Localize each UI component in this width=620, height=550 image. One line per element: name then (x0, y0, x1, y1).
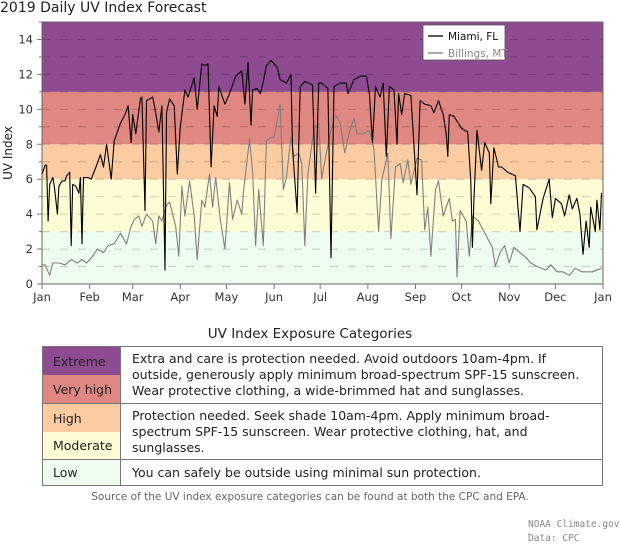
y-tick-label: 2 (26, 242, 33, 256)
table-row: High Moderate Protection needed. Seek sh… (43, 404, 602, 460)
exposure-categories-table: Extreme Very high Extra and care is prot… (42, 346, 603, 486)
y-tick-label: 8 (26, 137, 33, 151)
category-extreme: Extreme (43, 347, 121, 375)
band-low (42, 231, 603, 284)
y-tick-label: 0 (26, 277, 33, 291)
table-row: Extreme Very high Extra and care is prot… (43, 347, 602, 404)
category-label: Extreme (53, 353, 106, 369)
x-tick-label: Aug (357, 290, 379, 304)
category-description: You can safely be outside using minimal … (132, 464, 481, 480)
x-tick-label: Jan (32, 290, 51, 304)
x-tick-label: Sep (405, 290, 427, 304)
category-very-high: Very high (43, 375, 121, 403)
category-label: Very high (53, 381, 113, 397)
series-line-miami-fl (41, 59, 603, 271)
category-label: High (53, 410, 82, 426)
data-credit: Data: CPC (528, 533, 580, 544)
y-tick-label: 4 (26, 207, 33, 221)
plot-frame (41, 21, 604, 285)
x-tick-label: Oct (452, 290, 472, 304)
x-tick-label: Apr (170, 290, 190, 304)
band-moderate (42, 179, 603, 232)
x-tick-label: Mar (122, 290, 144, 304)
x-tick-label: Nov (498, 290, 521, 304)
x-tick-label: Jan (593, 290, 612, 304)
category-label: Low (53, 465, 78, 480)
legend-label: Miami, FL (448, 31, 498, 43)
chart-title: 2019 Daily UV Index Forecast (0, 0, 207, 16)
x-tick-label: Jun (264, 290, 283, 304)
source-note: Source of the UV index exposure categori… (91, 491, 529, 503)
x-tick-label: Jul (312, 290, 327, 304)
category-moderate: Moderate (43, 432, 121, 459)
category-low: Low (43, 460, 121, 485)
x-tick-label: Dec (544, 290, 566, 304)
table-caption: UV Index Exposure Categories (207, 326, 413, 342)
table-row: Low You can safely be outside using mini… (43, 460, 602, 485)
category-label: Moderate (53, 438, 113, 453)
y-tick-label: 12 (18, 67, 33, 81)
x-tick-label: Feb (79, 290, 99, 304)
y-tick-label: 14 (18, 32, 33, 46)
series-line-billings-mt (42, 103, 602, 278)
band-very-high (42, 91, 603, 145)
y-tick-label: 6 (26, 172, 33, 186)
credit-line: NOAA Climate.gov (528, 519, 620, 530)
uv-index-chart: 0 2 4 6 8 10 12 14 Jan Feb Mar Apr May Jun Jul Aug Sep Oc… (1, 21, 612, 304)
y-tick-label: 10 (18, 102, 33, 116)
category-description: Protection needed. Seek shade 10am-4pm. … (132, 407, 550, 455)
category-high: High (43, 404, 121, 432)
x-tick-label: May (215, 290, 239, 304)
y-axis-label: UV Index (1, 126, 15, 180)
band-extreme (42, 22, 603, 92)
legend-label: Billings, MT (448, 48, 508, 60)
legend-box (422, 24, 506, 61)
category-description: Extra and care is protection needed. Avo… (132, 351, 580, 398)
